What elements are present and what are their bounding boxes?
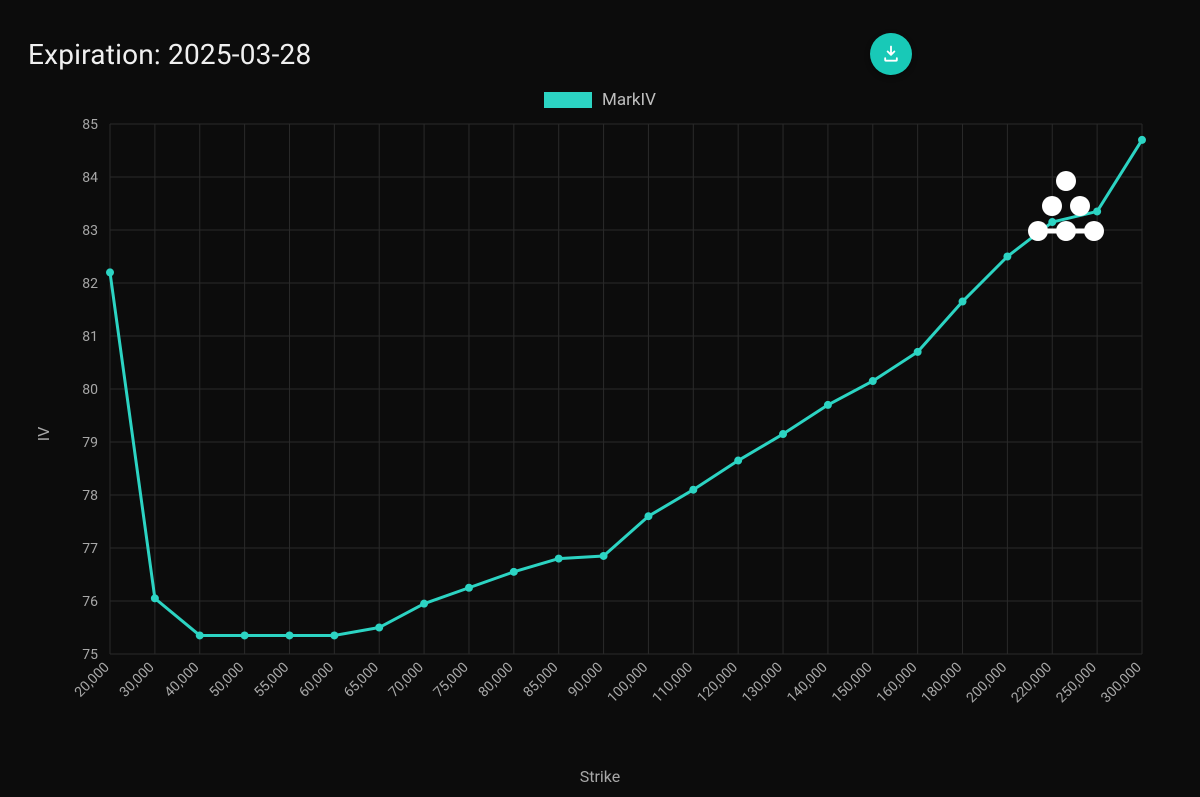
svg-text:220,000: 220,000 xyxy=(1008,659,1055,706)
legend-item-markiv[interactable]: MarkIV xyxy=(544,90,656,110)
svg-text:78: 78 xyxy=(82,488,98,504)
svg-text:30,000: 30,000 xyxy=(117,659,158,700)
svg-text:70,000: 70,000 xyxy=(386,659,427,700)
svg-text:150,000: 150,000 xyxy=(829,659,876,706)
svg-text:80,000: 80,000 xyxy=(476,659,517,700)
legend: MarkIV xyxy=(28,90,1172,112)
svg-text:55,000: 55,000 xyxy=(251,659,292,700)
svg-text:40,000: 40,000 xyxy=(161,659,202,700)
y-axis-label: IV xyxy=(34,427,53,442)
svg-text:90,000: 90,000 xyxy=(565,659,606,700)
svg-text:83: 83 xyxy=(82,223,98,239)
svg-text:130,000: 130,000 xyxy=(739,659,786,706)
svg-text:75: 75 xyxy=(82,647,98,663)
line-chart: 75 76 77 78 79 80 81 82 83 84 85 20,00030,00040,000… xyxy=(28,84,1172,764)
svg-text:65,000: 65,000 xyxy=(341,659,382,700)
svg-text:140,000: 140,000 xyxy=(784,659,831,706)
legend-swatch xyxy=(544,92,592,108)
svg-text:60,000: 60,000 xyxy=(296,659,337,700)
x-axis-label: Strike xyxy=(28,767,1172,786)
chart-container: MarkIV IV 757677787980818283848520,00030… xyxy=(28,84,1172,784)
svg-text:84: 84 xyxy=(82,170,98,186)
download-icon xyxy=(881,44,901,64)
svg-text:100,000: 100,000 xyxy=(605,659,652,706)
svg-text:81: 81 xyxy=(82,329,98,345)
svg-text:85: 85 xyxy=(82,117,98,133)
svg-text:75,000: 75,000 xyxy=(431,659,472,700)
svg-text:250,000: 250,000 xyxy=(1053,659,1100,706)
svg-text:82: 82 xyxy=(82,276,98,292)
download-button[interactable] xyxy=(870,33,912,75)
legend-label: MarkIV xyxy=(602,90,656,110)
svg-text:77: 77 xyxy=(82,541,98,557)
svg-text:120,000: 120,000 xyxy=(694,659,741,706)
svg-text:110,000: 110,000 xyxy=(649,659,696,706)
page-title: Expiration: 2025-03-28 xyxy=(28,38,311,71)
svg-text:79: 79 xyxy=(82,435,98,451)
svg-text:180,000: 180,000 xyxy=(919,659,966,706)
svg-text:80: 80 xyxy=(82,382,98,398)
svg-text:160,000: 160,000 xyxy=(874,659,921,706)
svg-text:200,000: 200,000 xyxy=(964,659,1011,706)
svg-text:300,000: 300,000 xyxy=(1098,659,1145,706)
svg-text:85,000: 85,000 xyxy=(520,659,561,700)
header: Expiration: 2025-03-28 xyxy=(28,24,1172,84)
svg-text:50,000: 50,000 xyxy=(206,659,247,700)
svg-text:20,000: 20,000 xyxy=(72,659,113,700)
svg-text:76: 76 xyxy=(82,594,98,610)
